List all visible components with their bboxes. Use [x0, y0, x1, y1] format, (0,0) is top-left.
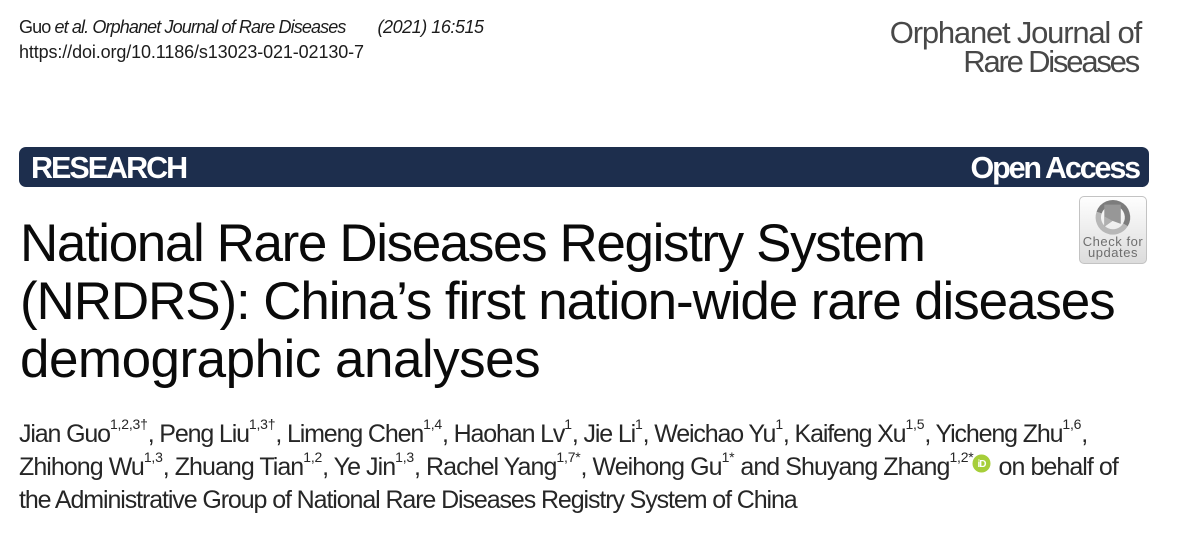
svg-text:iD: iD — [977, 459, 986, 470]
